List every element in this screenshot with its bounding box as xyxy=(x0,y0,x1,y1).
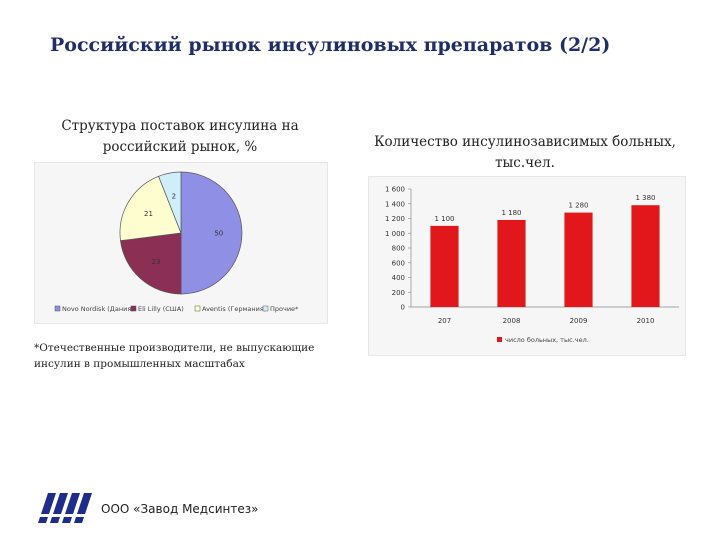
pie-legend-swatch xyxy=(194,305,201,312)
pie-legend-label: Aventis (Германия) xyxy=(202,305,266,313)
pie-chart-title: Структура поставок инсулина на российски… xyxy=(61,118,299,155)
y-tick-label: 1 000 xyxy=(385,230,405,238)
bar xyxy=(631,205,660,307)
x-tick-label: 207 xyxy=(438,317,451,325)
pie-legend-label: Eli Lilly (США) xyxy=(138,305,184,313)
pie-slice-label: 21 xyxy=(144,210,153,218)
x-tick-label: 2010 xyxy=(637,317,655,325)
pie-slice xyxy=(158,171,182,234)
pie-slice xyxy=(119,175,182,242)
pie-slice-label: 2 xyxy=(172,192,176,200)
pie-slice-label: 50 xyxy=(214,230,223,238)
bar-legend-label: число больных, тыс.чел. xyxy=(505,336,589,344)
pie-legend-swatch xyxy=(130,305,137,312)
bar-chart-svg: 0 200 400 600 800 1 000 1 200 1 400 1 600 1 100 20… xyxy=(385,186,679,344)
bar xyxy=(497,219,526,307)
bar-data-label: 1 280 xyxy=(568,202,588,210)
pie-legend-label: Novo Nordisk (Дания) xyxy=(62,305,134,313)
y-tick-label: 400 xyxy=(392,274,405,282)
bar-chart-title: Количество инсулинозависимых больных, ты… xyxy=(374,134,676,171)
slide-title: Российский рынок инсулиновых препаратов … xyxy=(50,34,611,56)
company-name: ООО «Завод Медсинтез» xyxy=(101,502,259,516)
x-tick-label: 2009 xyxy=(570,317,588,325)
pie-slice xyxy=(120,232,182,295)
bar-data-label: 1 100 xyxy=(434,215,454,223)
x-tick-label: 2008 xyxy=(503,317,521,325)
y-tick-label: 600 xyxy=(392,259,405,267)
pie-slice-label: 23 xyxy=(152,258,161,266)
pie-chart: 50 23 21 2 Novo Nordisk (Дания) Eli Lilly (СШ… xyxy=(34,162,328,324)
bar xyxy=(430,225,459,307)
bar-chart: 0 200 400 600 800 1 000 1 200 1 400 1 600 1 100 20… xyxy=(368,176,686,356)
y-tick-label: 1 600 xyxy=(385,186,405,194)
y-tick-label: 800 xyxy=(392,245,405,253)
y-tick-label: 200 xyxy=(392,289,405,297)
bar xyxy=(564,212,593,307)
pie-slice xyxy=(180,171,243,295)
company-logo xyxy=(36,493,92,523)
y-tick-label: 0 xyxy=(401,304,405,312)
pie-legend-swatch xyxy=(262,305,269,312)
bar-legend-swatch xyxy=(497,337,502,342)
y-tick-label: 1 200 xyxy=(385,215,405,223)
bar-data-label: 1 380 xyxy=(635,194,655,202)
pie-legend-label: Прочие* xyxy=(270,305,299,313)
bar-data-label: 1 180 xyxy=(501,209,521,217)
y-tick-label: 1 400 xyxy=(385,200,405,208)
footnote: *Отечественные производители, не выпуска… xyxy=(34,342,315,370)
pie-legend-swatch xyxy=(54,305,61,312)
pie-chart-svg: 50 23 21 2 Novo Nordisk (Дания) Eli Lilly (СШ… xyxy=(54,171,299,313)
